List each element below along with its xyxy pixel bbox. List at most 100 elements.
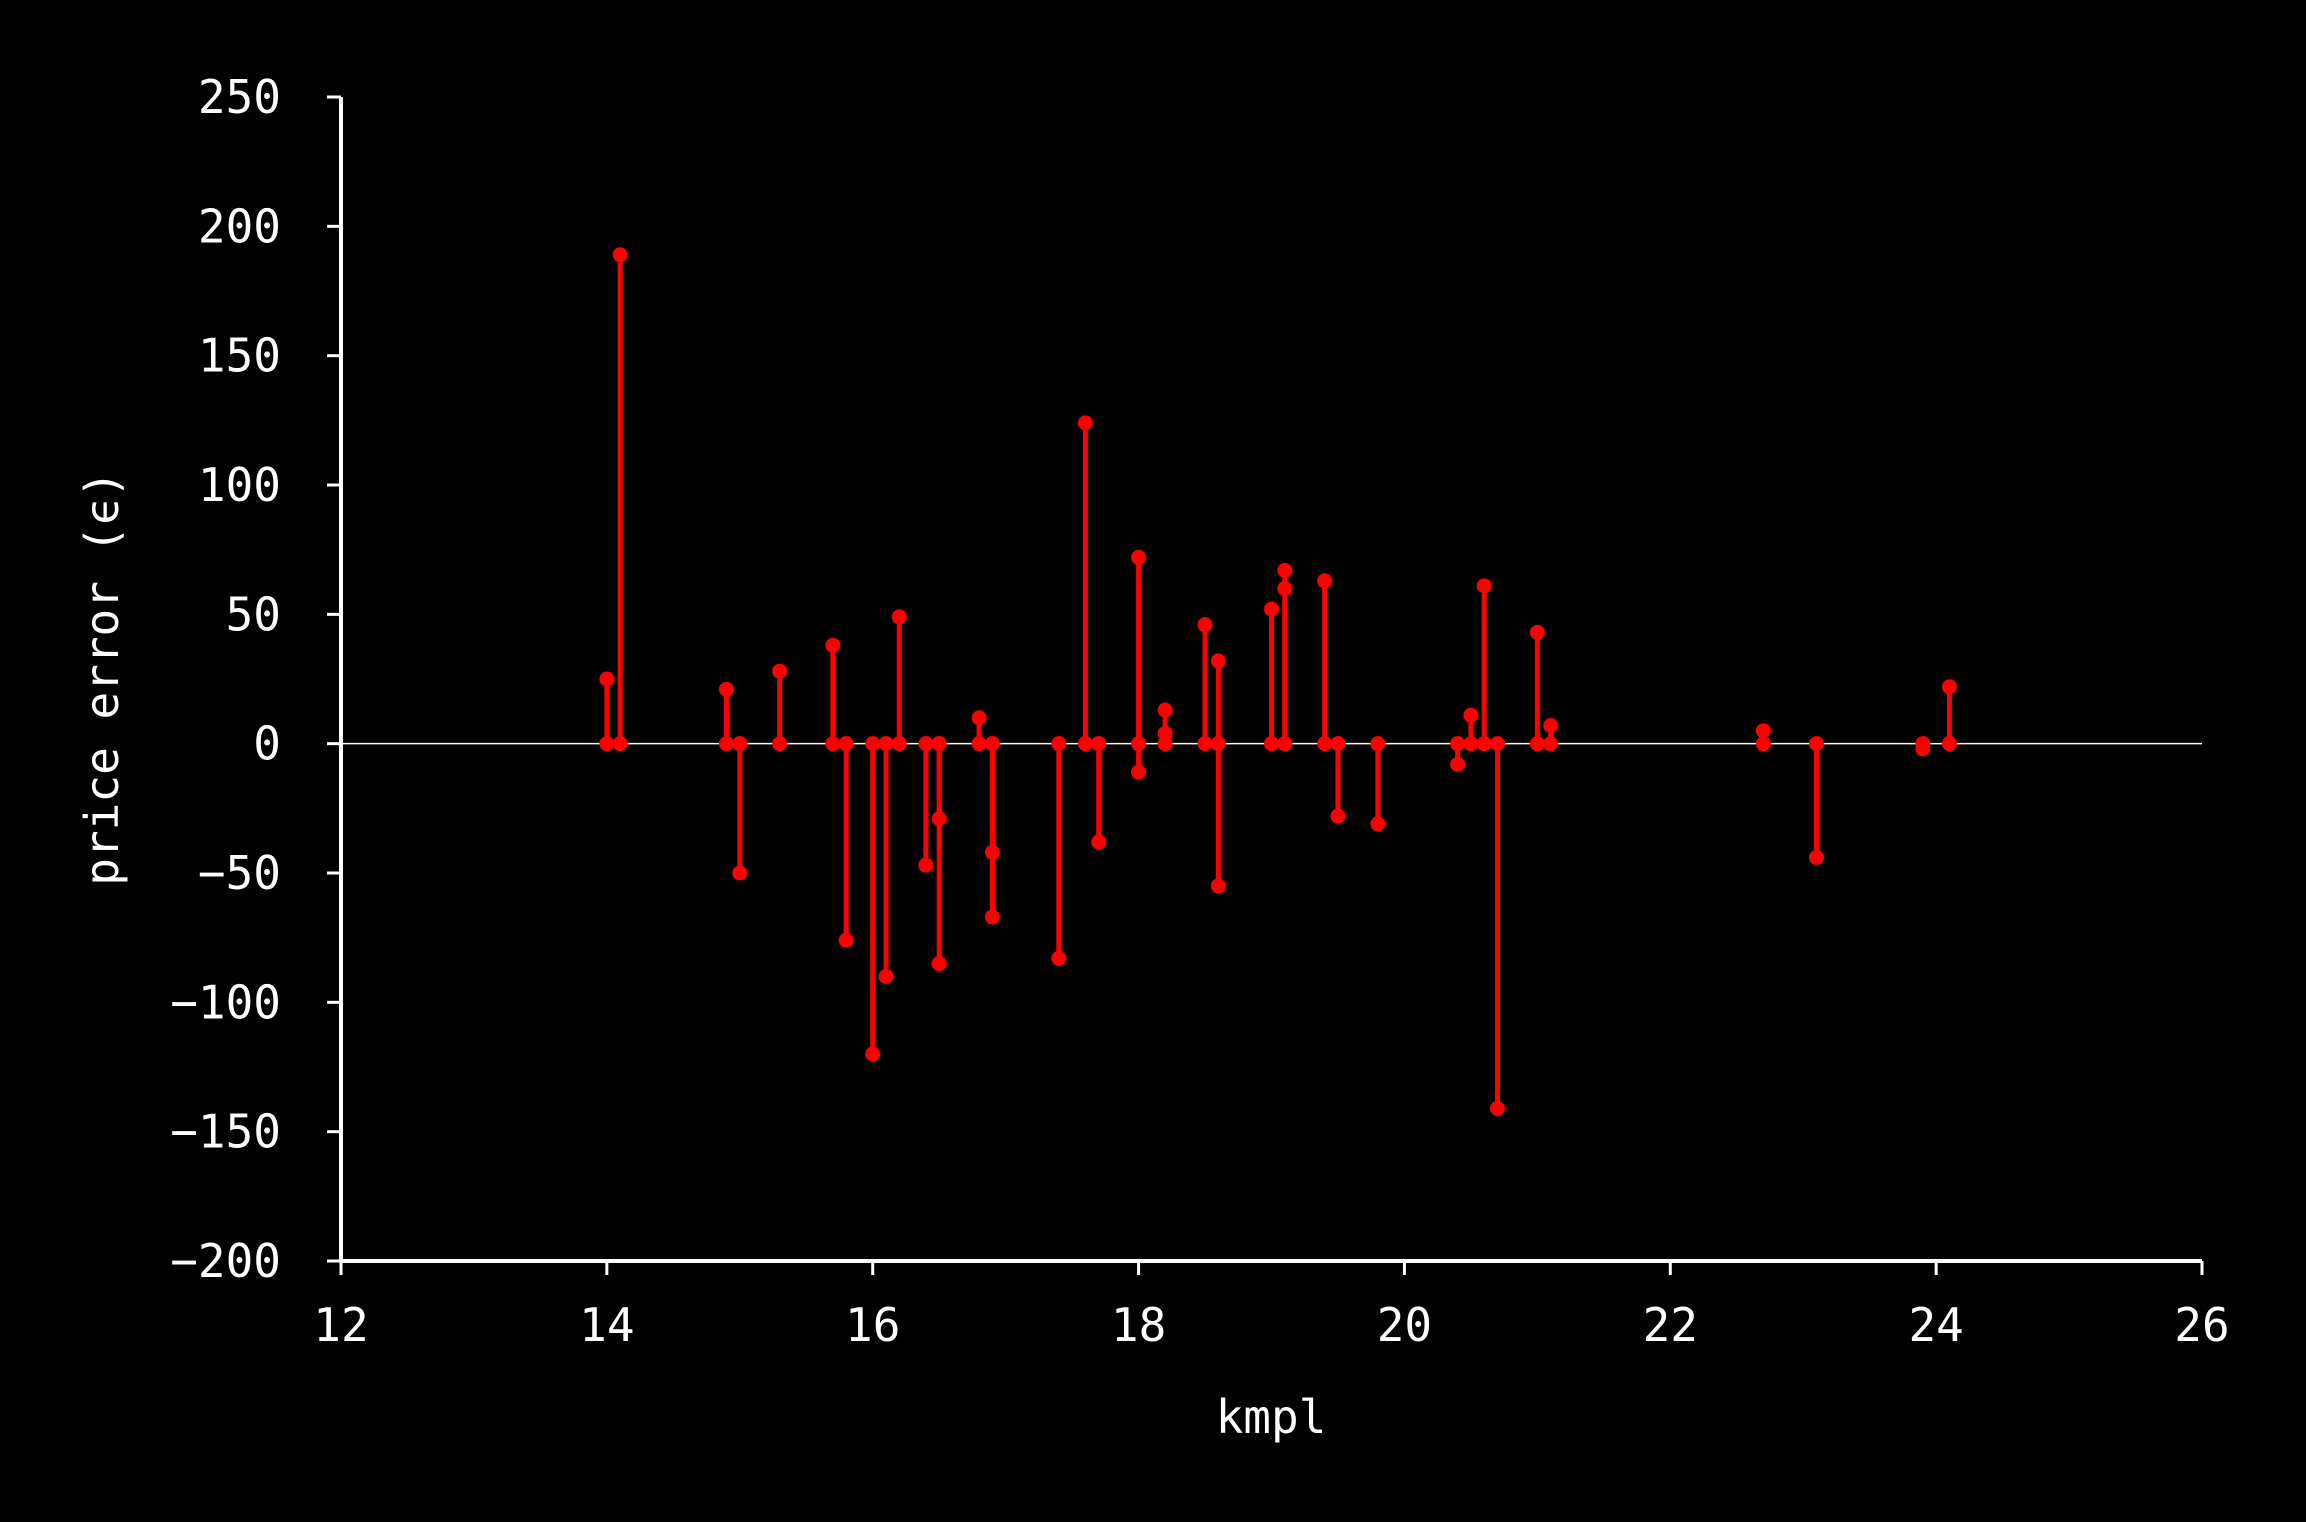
stem-tip-marker — [1210, 653, 1226, 669]
stem-base-marker — [1941, 736, 1957, 752]
stem-tip-marker — [599, 671, 615, 687]
stem-base-marker — [1210, 736, 1226, 752]
stem — [1210, 736, 1226, 894]
stem-tip-marker — [1489, 1100, 1505, 1116]
y-tick-label: −150 — [170, 1105, 281, 1159]
x-tick-label: 16 — [845, 1298, 900, 1352]
stem-base-marker — [984, 736, 1000, 752]
stem-tip-marker — [1131, 549, 1147, 565]
stem — [1489, 736, 1505, 1116]
stem-tip-marker — [718, 681, 734, 697]
stem-base-marker — [1330, 736, 1346, 752]
stem-tip-marker — [971, 710, 987, 726]
stem-tip-marker — [612, 247, 628, 263]
stem-tip-marker — [1277, 580, 1293, 596]
x-tick-label: 18 — [1111, 1298, 1166, 1352]
stem-base-marker — [1476, 736, 1492, 752]
stem — [1476, 578, 1492, 752]
stem — [865, 736, 881, 1062]
stem-base-marker — [1264, 736, 1279, 752]
stem-tip-marker — [1157, 725, 1173, 741]
stem — [1091, 736, 1107, 850]
stem-tip-marker — [931, 956, 947, 972]
stem-tip-marker — [838, 932, 854, 948]
stem — [1317, 573, 1333, 752]
y-tick-label: 0 — [253, 717, 281, 771]
stem-tip-marker — [984, 909, 1000, 925]
stem-tip-marker — [1277, 562, 1293, 578]
stem-base-marker — [838, 736, 854, 752]
stem-tip-marker — [825, 637, 841, 653]
stem-base-marker — [1197, 736, 1213, 752]
stem-base-marker — [599, 736, 615, 752]
stem-base-marker — [1543, 736, 1559, 752]
stem-base-marker — [1277, 736, 1293, 752]
stem-base-marker — [1131, 736, 1147, 752]
stem-tip-marker — [732, 865, 748, 881]
stem-base-marker — [1809, 736, 1825, 752]
x-axis-label: kmpl — [1216, 1390, 1327, 1444]
stem-tip-marker — [1131, 764, 1147, 780]
y-tick-label: 50 — [226, 587, 281, 641]
stem-tip-marker — [1051, 950, 1067, 966]
stem-base-marker — [718, 736, 734, 752]
x-tick-label: 12 — [313, 1298, 368, 1352]
stem — [1131, 736, 1147, 780]
stem — [1077, 415, 1093, 752]
stem — [1941, 679, 1957, 752]
y-tick-label: −100 — [170, 975, 281, 1029]
stem — [931, 736, 947, 972]
stem-base-marker — [1489, 736, 1505, 752]
stem-tip-marker — [1077, 415, 1093, 431]
stem-base-marker — [918, 736, 934, 752]
stems-layer — [599, 247, 1957, 1116]
y-tick-label: 100 — [198, 458, 281, 512]
stem-base-marker — [865, 736, 881, 752]
stem-base-marker — [1370, 736, 1386, 752]
stem — [1463, 707, 1479, 752]
stem-tip-marker — [1941, 679, 1957, 695]
stem — [1157, 725, 1173, 752]
stem-tip-marker — [865, 1046, 881, 1062]
x-tick-label: 22 — [1643, 1298, 1698, 1352]
stem-tip-marker — [1915, 741, 1931, 757]
stem-base-marker — [1529, 736, 1545, 752]
stem-tip-marker — [1330, 808, 1346, 824]
axes-layer — [339, 97, 2202, 1263]
stem-tip-marker — [1370, 816, 1386, 832]
stem — [1529, 624, 1545, 752]
stem — [718, 681, 734, 752]
stem-base-marker — [1755, 736, 1771, 752]
stem-tip-marker — [891, 609, 907, 625]
stem-base-marker — [891, 736, 907, 752]
stem-base-marker — [1077, 736, 1093, 752]
stem — [838, 736, 854, 948]
stem-tip-marker — [918, 857, 934, 873]
y-tick-label: −200 — [170, 1234, 281, 1288]
x-ticks: 12 14 16 18 20 22 24 26 — [313, 1261, 2230, 1352]
stem-tip-marker — [1463, 707, 1479, 723]
y-tick-label: 150 — [198, 329, 281, 383]
stem-base-marker — [1317, 736, 1333, 752]
stem-tip-marker — [878, 968, 894, 984]
y-tick-label: −50 — [198, 846, 281, 900]
stem — [1809, 736, 1825, 865]
stem — [1197, 617, 1213, 752]
stem-base-marker — [878, 736, 894, 752]
x-tick-label: 26 — [2174, 1298, 2229, 1352]
stem-tip-marker — [1264, 601, 1279, 617]
x-tick-label: 14 — [579, 1298, 634, 1352]
stem-tip-marker — [772, 663, 788, 679]
stem-base-marker — [612, 736, 628, 752]
stem — [1755, 723, 1771, 752]
stem-base-marker — [1157, 736, 1173, 752]
stem-base-marker — [971, 736, 987, 752]
stem-tip-marker — [1809, 849, 1825, 865]
y-axis-label: price error (ϵ) — [75, 470, 129, 885]
stem-base-marker — [1463, 736, 1479, 752]
x-tick-label: 24 — [1908, 1298, 1963, 1352]
stem-base-marker — [732, 736, 748, 752]
stem-base-marker — [825, 736, 841, 752]
stem-base-marker — [1450, 736, 1466, 752]
